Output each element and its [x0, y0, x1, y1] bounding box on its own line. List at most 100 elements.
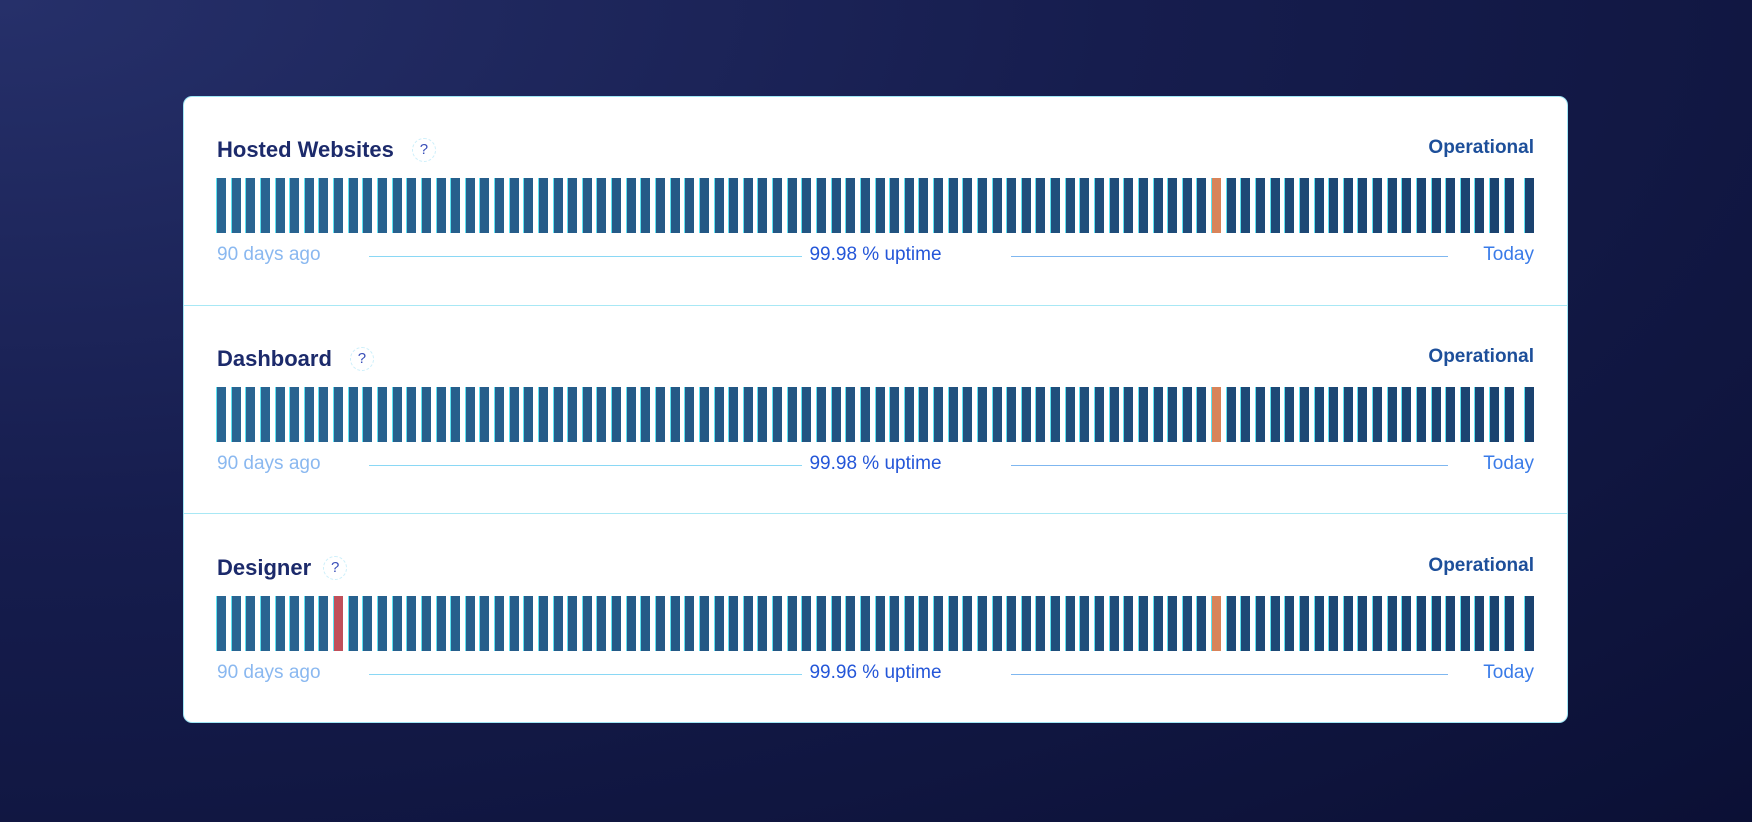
uptime-bar[interactable] — [246, 387, 256, 442]
uptime-bar[interactable] — [1475, 178, 1485, 233]
uptime-bar[interactable] — [612, 178, 622, 233]
uptime-bar[interactable] — [699, 178, 709, 233]
uptime-bar[interactable] — [1197, 596, 1207, 651]
uptime-bar[interactable] — [1387, 387, 1397, 442]
uptime-bar[interactable] — [919, 178, 929, 233]
uptime-bar[interactable] — [363, 178, 373, 233]
uptime-bar[interactable] — [1065, 596, 1075, 651]
uptime-bar[interactable] — [1329, 178, 1339, 233]
uptime-bar[interactable] — [451, 387, 461, 442]
uptime-bar[interactable] — [685, 596, 695, 651]
uptime-bar[interactable] — [641, 387, 651, 442]
uptime-bar[interactable] — [1329, 596, 1339, 651]
uptime-bar[interactable] — [948, 596, 958, 651]
uptime-bar[interactable] — [582, 596, 592, 651]
uptime-bar[interactable] — [977, 596, 987, 651]
uptime-bar[interactable] — [1036, 387, 1046, 442]
uptime-bar[interactable] — [304, 178, 314, 233]
help-icon[interactable]: ? — [323, 556, 348, 580]
uptime-bar[interactable] — [670, 387, 680, 442]
uptime-bar[interactable] — [1358, 387, 1368, 442]
uptime-bar[interactable] — [597, 178, 607, 233]
uptime-bar[interactable] — [1241, 596, 1251, 651]
uptime-bar[interactable] — [1241, 178, 1251, 233]
uptime-bar[interactable] — [773, 387, 783, 442]
uptime-bar[interactable] — [729, 387, 739, 442]
uptime-bar[interactable] — [699, 596, 709, 651]
uptime-bar[interactable] — [538, 596, 548, 651]
uptime-bar[interactable] — [787, 387, 797, 442]
uptime-bar[interactable] — [890, 178, 900, 233]
uptime-bar[interactable] — [1051, 387, 1061, 442]
uptime-bar[interactable] — [1387, 178, 1397, 233]
uptime-bar[interactable] — [246, 596, 256, 651]
uptime-bar[interactable] — [612, 387, 622, 442]
uptime-bar[interactable] — [1299, 178, 1309, 233]
uptime-bar[interactable] — [670, 178, 680, 233]
uptime-bar[interactable] — [451, 178, 461, 233]
uptime-bar[interactable] — [1343, 178, 1353, 233]
uptime-bar[interactable] — [1285, 596, 1295, 651]
uptime-bar[interactable] — [1431, 596, 1441, 651]
uptime-bar[interactable] — [553, 596, 563, 651]
uptime-bar[interactable] — [1431, 178, 1441, 233]
uptime-bar[interactable] — [568, 178, 578, 233]
uptime-bar[interactable] — [275, 387, 285, 442]
uptime-bar[interactable] — [217, 387, 226, 442]
uptime-bar[interactable] — [451, 596, 461, 651]
uptime-bar[interactable] — [699, 387, 709, 442]
uptime-bar[interactable] — [685, 178, 695, 233]
uptime-bar[interactable] — [1095, 387, 1104, 442]
uptime-bar[interactable] — [992, 178, 1002, 233]
uptime-bar[interactable] — [1153, 178, 1163, 233]
uptime-bar[interactable] — [1021, 596, 1031, 651]
uptime-bar[interactable] — [377, 596, 387, 651]
uptime-bar[interactable] — [875, 387, 885, 442]
uptime-bar[interactable] — [758, 178, 768, 233]
uptime-bar[interactable] — [1446, 387, 1456, 442]
uptime-bar[interactable] — [641, 178, 651, 233]
uptime-bar[interactable] — [1343, 387, 1353, 442]
uptime-bar[interactable] — [787, 178, 797, 233]
uptime-bar[interactable] — [553, 387, 563, 442]
uptime-bar[interactable] — [1124, 596, 1134, 651]
uptime-bar[interactable] — [816, 596, 826, 651]
uptime-bar[interactable] — [582, 178, 592, 233]
uptime-bar[interactable] — [348, 387, 358, 442]
uptime-bar[interactable] — [992, 596, 1002, 651]
uptime-bar[interactable] — [1431, 387, 1441, 442]
uptime-bar[interactable] — [568, 387, 578, 442]
uptime-bar[interactable] — [1153, 596, 1163, 651]
help-icon[interactable]: ? — [411, 138, 436, 162]
uptime-bar[interactable] — [1226, 387, 1236, 442]
uptime-bar[interactable] — [1373, 178, 1383, 233]
uptime-bar[interactable] — [1270, 387, 1280, 442]
uptime-bar[interactable] — [1241, 387, 1251, 442]
uptime-bar[interactable] — [1416, 178, 1426, 233]
help-icon[interactable]: ? — [349, 347, 374, 371]
uptime-bar[interactable] — [582, 387, 592, 442]
uptime-bar[interactable] — [656, 596, 665, 651]
uptime-bar[interactable] — [509, 387, 519, 442]
uptime-bar[interactable] — [319, 178, 329, 233]
uptime-bar[interactable] — [1109, 387, 1119, 442]
uptime-bar[interactable] — [1490, 596, 1500, 651]
uptime-bar[interactable] — [846, 387, 856, 442]
uptime-bar[interactable] — [480, 178, 490, 233]
uptime-bar[interactable] — [1109, 596, 1119, 651]
uptime-bar[interactable] — [407, 596, 417, 651]
uptime-bar[interactable] — [1021, 387, 1031, 442]
uptime-bar[interactable] — [304, 596, 314, 651]
uptime-bar[interactable] — [1095, 596, 1104, 651]
uptime-bar[interactable] — [524, 387, 534, 442]
uptime-bar[interactable] — [1051, 178, 1061, 233]
uptime-bar[interactable] — [1314, 178, 1324, 233]
uptime-bar[interactable] — [743, 178, 753, 233]
uptime-bar[interactable] — [1226, 596, 1236, 651]
uptime-bar[interactable] — [626, 387, 636, 442]
uptime-bar[interactable] — [919, 596, 929, 651]
uptime-bar[interactable] — [919, 387, 929, 442]
uptime-bar-partial[interactable] — [1212, 387, 1222, 442]
uptime-bar[interactable] — [992, 387, 1002, 442]
uptime-bar[interactable] — [612, 596, 622, 651]
